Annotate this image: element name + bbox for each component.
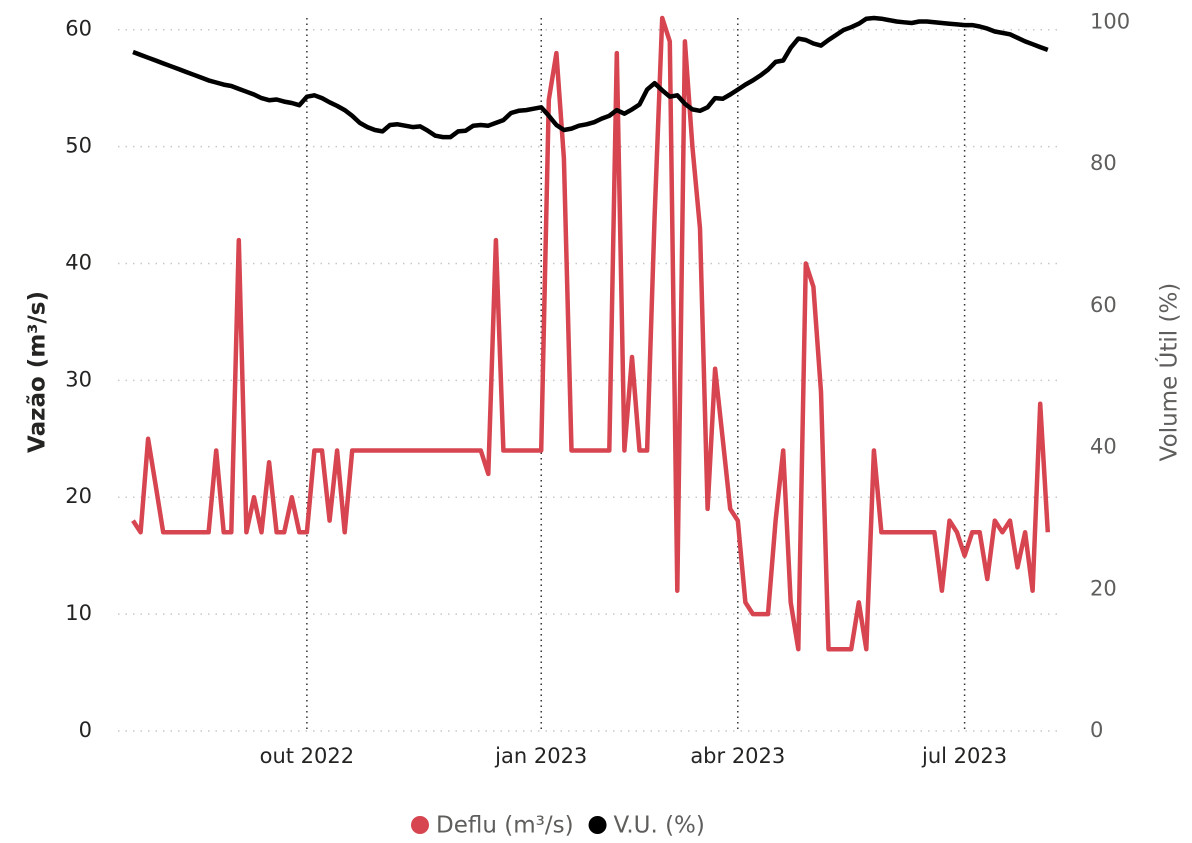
legend-label: V.U. (%) [614, 813, 705, 839]
x-tick-label: jul 2023 [921, 744, 1007, 768]
series-line [132, 15, 1049, 140]
y-axis-title: Vazão (m³/s) [25, 291, 51, 453]
y-tick-label: 40 [65, 250, 92, 274]
legend-label: Deflu (m³/s) [436, 813, 574, 839]
y2-tick-label: 60 [1090, 293, 1117, 317]
x-tick-label: out 2022 [260, 744, 355, 768]
y2-tick-label: 80 [1090, 151, 1117, 175]
series-line [131, 15, 1051, 652]
y-tick-label: 10 [65, 601, 92, 625]
y-tick-label: 50 [65, 134, 92, 158]
y2-tick-label: 0 [1090, 718, 1103, 742]
legend-marker [411, 816, 429, 834]
x-tick-label: jan 2023 [494, 744, 587, 768]
y-tick-label: 30 [65, 367, 92, 391]
y2-tick-label: 40 [1090, 435, 1117, 459]
y2-axis-title: Volume Útil (%) [1155, 283, 1183, 462]
legend-marker [588, 816, 607, 834]
y2-tick-label: 20 [1090, 576, 1117, 600]
y-tick-label: 0 [79, 718, 92, 742]
y-tick-label: 20 [65, 484, 92, 508]
y2-tick-label: 100 [1090, 9, 1130, 33]
x-tick-label: abr 2023 [690, 744, 785, 768]
y-tick-label: 60 [65, 17, 92, 41]
